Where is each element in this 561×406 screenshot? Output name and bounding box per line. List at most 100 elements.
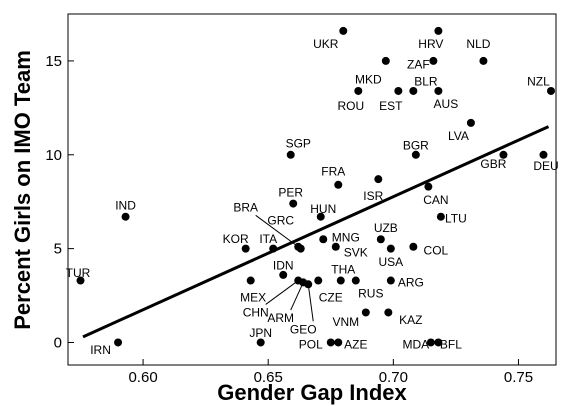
data-point-gbr xyxy=(499,150,508,159)
point-label-grc: GRC xyxy=(267,213,294,227)
point-label-rou: ROU xyxy=(337,99,364,113)
data-point-lva xyxy=(466,118,475,127)
data-point-tha xyxy=(336,276,345,285)
data-point-bgr xyxy=(411,150,420,159)
data-point-per xyxy=(289,199,298,208)
point-label-blr: BLR xyxy=(414,75,438,89)
x-tick-label: 0.70 xyxy=(379,369,408,386)
x-tick-label: 0.65 xyxy=(254,369,283,386)
data-point-pol xyxy=(326,338,335,347)
plot-area-frame xyxy=(67,13,557,366)
point-label-hun: HUN xyxy=(310,202,336,216)
point-label-rus: RUS xyxy=(358,287,383,301)
data-point-mex xyxy=(246,276,255,285)
point-label-cze: CZE xyxy=(319,290,343,304)
data-point-hrv xyxy=(434,26,443,35)
point-label-pol: POL xyxy=(299,337,323,351)
data-point-can xyxy=(424,182,433,191)
point-label-mng: MNG xyxy=(332,230,360,244)
data-point-nld xyxy=(479,56,488,65)
data-point-uzb xyxy=(376,235,385,244)
data-point-col xyxy=(409,242,418,251)
data-point-deu xyxy=(539,150,548,159)
data-point-zaf xyxy=(429,56,438,65)
data-point-ita xyxy=(269,244,278,253)
point-label-kor: KOR xyxy=(223,232,249,246)
point-label-sgp: SGP xyxy=(286,137,311,151)
point-label-isr: ISR xyxy=(363,189,383,203)
point-label-tha: THA xyxy=(331,262,355,276)
point-label-vnm: VNM xyxy=(332,315,359,329)
trend-line xyxy=(82,125,550,339)
point-label-bfl: BFL xyxy=(440,337,462,351)
point-label-tur: TUR xyxy=(66,266,91,280)
point-label-nzl: NZL xyxy=(527,75,550,89)
data-point-rou xyxy=(354,86,363,95)
point-label-col: COL xyxy=(424,244,449,258)
point-label-bra: BRA xyxy=(233,200,258,214)
data-point-hun xyxy=(316,212,325,221)
point-label-aze: AZE xyxy=(344,337,367,351)
data-point-arg xyxy=(386,276,395,285)
data-point-sgp xyxy=(286,150,295,159)
leader-line-geo xyxy=(307,284,314,322)
point-label-ukr: UKR xyxy=(313,37,339,51)
x-axis-title: Gender Gap Index xyxy=(217,380,407,405)
data-point-svk xyxy=(331,242,340,251)
point-label-est: EST xyxy=(379,99,403,113)
data-point-irn xyxy=(114,338,123,347)
point-label-ltu: LTU xyxy=(445,212,467,226)
data-point-ukr xyxy=(339,26,348,35)
point-label-mkd: MKD xyxy=(355,73,382,87)
point-label-usa: USA xyxy=(378,255,403,269)
data-point-rus xyxy=(351,276,360,285)
y-axis-title: Percent Girls on IMO Team xyxy=(10,50,35,330)
y-tick-label: 0 xyxy=(54,334,62,351)
point-label-ita: ITA xyxy=(259,232,277,246)
leader-lines xyxy=(255,214,314,322)
point-label-geo: GEO xyxy=(290,322,317,336)
point-label-aus: AUS xyxy=(434,97,459,111)
data-point-blr xyxy=(409,86,418,95)
point-label-arm: ARM xyxy=(267,311,294,325)
point-label-fra: FRA xyxy=(321,165,345,179)
data-point-aus xyxy=(434,86,443,95)
data-point-aze xyxy=(334,338,343,347)
y-axis-ticks: 0 5 10 15 xyxy=(45,53,74,351)
data-point-ltu xyxy=(436,212,445,221)
data-point-grc xyxy=(294,242,303,251)
data-point-mkd xyxy=(381,56,390,65)
x-tick-label: 0.60 xyxy=(128,369,157,386)
point-label-uzb: UZB xyxy=(374,221,398,235)
data-point-kor xyxy=(241,244,250,253)
data-point-est xyxy=(394,86,403,95)
point-label-gbr: GBR xyxy=(480,157,506,171)
point-label-mex: MEX xyxy=(240,290,266,304)
data-point-vnm xyxy=(361,308,370,317)
data-point-bfl xyxy=(434,338,443,347)
point-label-chn: CHN xyxy=(243,305,269,319)
point-label-jpn: JPN xyxy=(249,326,272,340)
data-point-geo xyxy=(304,280,313,289)
data-point-tur xyxy=(76,276,85,285)
point-label-zaf: ZAF xyxy=(407,58,430,72)
data-point-fra xyxy=(334,180,343,189)
data-point-usa xyxy=(386,244,395,253)
y-tick-label: 5 xyxy=(54,241,62,258)
leader-line-arm xyxy=(290,282,304,311)
leader-line-bra xyxy=(255,214,302,250)
y-tick-label: 15 xyxy=(45,53,62,70)
point-label-lva: LVA xyxy=(448,129,469,143)
point-labels: UKR HRV NLD ZAF MKD NZL BLR ROU EST AUS LVA SGP BGR G… xyxy=(66,37,559,357)
point-label-ind: IND xyxy=(115,198,136,212)
point-label-bgr: BGR xyxy=(403,138,429,152)
data-point-idn xyxy=(279,270,288,279)
x-axis-ticks: 0.60 0.65 0.70 0.75 xyxy=(128,359,533,386)
point-label-nld: NLD xyxy=(466,37,490,51)
data-point-nzl xyxy=(546,86,555,95)
point-label-can: CAN xyxy=(423,193,448,207)
point-label-per: PER xyxy=(278,185,303,199)
y-tick-label: 10 xyxy=(45,147,62,164)
data-point-isr xyxy=(374,175,383,184)
point-label-idn: IDN xyxy=(273,259,294,273)
